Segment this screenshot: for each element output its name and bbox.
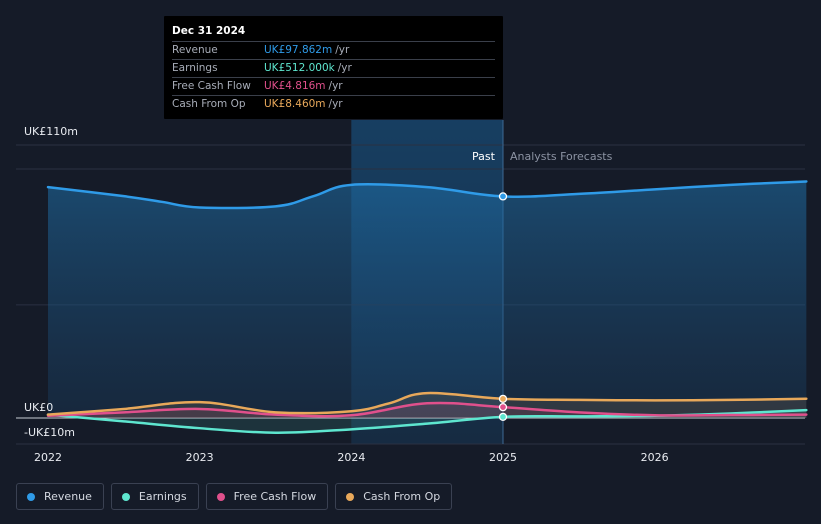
y-tick-label-negative: -UK£10m bbox=[24, 426, 75, 439]
earnings-dot-icon bbox=[121, 492, 130, 501]
free-cash-flow-point bbox=[498, 402, 508, 412]
tooltip-row-earnings: Earnings UK£512.000k /yr bbox=[172, 60, 495, 78]
legend-item-cash-from-op[interactable]: Cash From Op bbox=[335, 483, 453, 510]
tooltip-value: UK£97.862m bbox=[264, 44, 333, 56]
tooltip-row-revenue: Revenue UK£97.862m /yr bbox=[172, 42, 495, 60]
cash-from-op-dot-icon bbox=[346, 492, 355, 501]
x-tick-label: 2025 bbox=[489, 451, 517, 464]
forecast-label: Analysts Forecasts bbox=[510, 150, 613, 163]
past-label: Past bbox=[472, 150, 495, 163]
tooltip-value: UK£4.816m bbox=[264, 80, 326, 92]
revenue-point bbox=[498, 192, 508, 201]
y-tick-label-zero: UK£0 bbox=[24, 401, 54, 414]
legend-label: Revenue bbox=[44, 490, 92, 503]
free-cash-flow-dot-icon bbox=[216, 492, 225, 501]
tooltip-row-cash-from-op: Cash From Op UK£8.460m /yr bbox=[172, 96, 495, 113]
free-cash-flow-line bbox=[46, 401, 808, 418]
tooltip-label: Earnings bbox=[172, 62, 218, 74]
tooltip-value: UK£8.460m bbox=[264, 98, 326, 110]
earnings-area bbox=[48, 410, 807, 433]
revenue-area bbox=[48, 181, 807, 418]
tooltip-date: Dec 31 2024 bbox=[172, 23, 495, 42]
x-tick-label: 2023 bbox=[186, 451, 214, 464]
x-tick-label: 2024 bbox=[337, 451, 365, 464]
tooltip-value: UK£512.000k bbox=[264, 62, 335, 74]
tooltip-label: Free Cash Flow bbox=[172, 80, 251, 92]
tooltip: Dec 31 2024 Revenue UK£97.862m /yr Earni… bbox=[164, 16, 503, 119]
tooltip-unit: /yr bbox=[335, 44, 350, 56]
cash-from-op-point bbox=[498, 394, 508, 403]
revenue-line bbox=[46, 180, 808, 210]
tooltip-label: Cash From Op bbox=[172, 98, 246, 110]
legend-label: Free Cash Flow bbox=[233, 490, 317, 503]
tooltip-unit: /yr bbox=[328, 80, 343, 92]
legend-item-free-cash-flow[interactable]: Free Cash Flow bbox=[205, 483, 329, 510]
cash-from-op-line bbox=[46, 391, 808, 416]
legend-item-revenue[interactable]: Revenue bbox=[16, 483, 104, 510]
y-tick-label-top: UK£110m bbox=[24, 125, 78, 138]
tooltip-unit: /yr bbox=[337, 62, 352, 74]
legend-label: Earnings bbox=[138, 490, 187, 503]
legend: Revenue Earnings Free Cash Flow Cash Fro… bbox=[16, 483, 453, 510]
legend-label: Cash From Op bbox=[363, 490, 441, 503]
x-tick-label: 2026 bbox=[641, 451, 669, 464]
tooltip-row-free-cash-flow: Free Cash Flow UK£4.816m /yr bbox=[172, 78, 495, 96]
revenue-dot-icon bbox=[27, 492, 35, 501]
earnings-point bbox=[498, 412, 508, 421]
tooltip-unit: /yr bbox=[328, 98, 343, 110]
legend-item-earnings[interactable]: Earnings bbox=[110, 483, 199, 510]
tooltip-label: Revenue bbox=[172, 44, 218, 56]
x-tick-label: 2022 bbox=[34, 451, 62, 464]
